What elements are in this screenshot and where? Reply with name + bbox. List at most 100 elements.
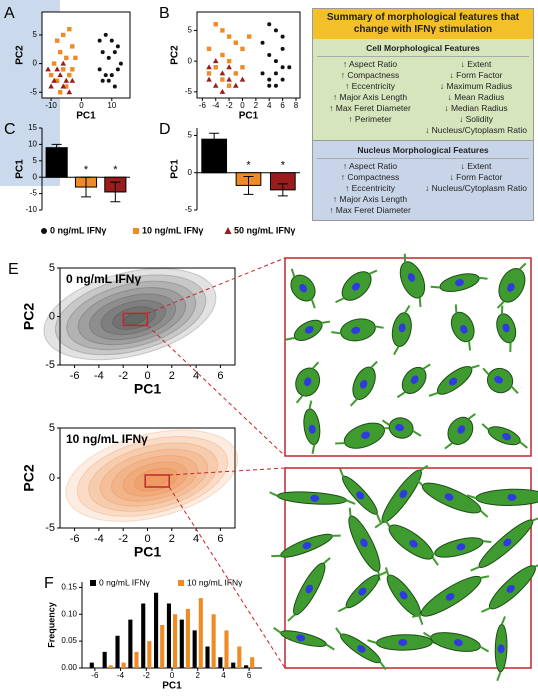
legend-marker — [225, 227, 232, 234]
bar — [90, 663, 94, 668]
feature: ↑ Eccentricity — [317, 183, 423, 194]
y-tick-label: -5 — [185, 87, 193, 96]
point — [107, 79, 111, 83]
bar — [231, 663, 235, 668]
legend-label: 0 ng/mL IFNγ — [50, 225, 106, 235]
y-tick-label: 0 — [33, 59, 38, 68]
point — [67, 73, 71, 77]
x-tick-label: 4 — [193, 370, 199, 382]
x-axis-label: PC1 — [76, 111, 96, 122]
bar — [186, 609, 190, 668]
y-tick-label: -5 — [185, 205, 193, 214]
x-tick-label: -4 — [117, 671, 125, 680]
x-tick-label: 6 — [247, 671, 252, 680]
x-tick-label: -4 — [94, 370, 104, 382]
y-axis-label: Frequency — [46, 602, 56, 648]
point — [220, 77, 224, 81]
point — [267, 84, 271, 88]
feature: ↑ Max Feret Diameter — [317, 205, 423, 216]
point — [73, 56, 77, 60]
x-tick-label: -6 — [199, 101, 207, 110]
feature: ↓ Mean Radius — [423, 92, 529, 103]
section-title: Nucleus Morphological Features — [317, 143, 529, 159]
point — [61, 33, 65, 37]
panel-label: B — [159, 5, 170, 22]
bar — [173, 614, 177, 668]
feature: ↓ Nucleus/Cytoplasm Ratio — [423, 183, 529, 194]
point — [240, 65, 244, 69]
x-tick-label: 2 — [169, 533, 175, 545]
x-tick-label: 0 — [240, 101, 245, 110]
summary-table: Summary of morphological features that c… — [312, 8, 534, 221]
point — [281, 78, 285, 82]
y-tick-label: 5 — [33, 156, 38, 165]
bar — [147, 641, 151, 668]
legend-swatch — [90, 580, 96, 586]
y-tick-label: 5 — [188, 26, 193, 35]
point — [70, 67, 74, 71]
point — [58, 50, 62, 54]
feature: ↑ Compactness — [317, 70, 423, 81]
point — [104, 33, 108, 37]
feature: ↑ Perimeter — [317, 114, 423, 125]
point — [220, 28, 224, 32]
x-tick-label: 2 — [254, 101, 259, 110]
decrease-column: ↓ Extent↓ Form Factor↓ Maximum Radius↓ M… — [423, 59, 529, 136]
bar — [199, 598, 203, 668]
point — [116, 67, 120, 71]
point — [67, 27, 71, 31]
x-tick-label: 6 — [217, 370, 223, 382]
x-tick-label: -4 — [212, 101, 220, 110]
point — [207, 47, 211, 51]
point — [281, 35, 285, 39]
point — [220, 53, 224, 57]
feature: ↑ Major Axis Length — [317, 92, 423, 103]
x-tick-label: -6 — [91, 671, 99, 680]
columns: ↑ Aspect Ratio↑ Compactness↑ Eccentricit… — [317, 161, 529, 216]
feature: ↓ Extent — [423, 161, 529, 172]
panel-label: F — [44, 575, 54, 592]
y-tick-label: 0 — [33, 172, 38, 181]
point — [261, 71, 265, 75]
legend-label: 10 ng/mL IFNγ — [187, 577, 243, 587]
y-tick-label: 5 — [188, 131, 193, 140]
bar — [244, 665, 248, 668]
plot-title: 10 ng/mL IFNγ — [66, 432, 148, 446]
plot-frame — [42, 12, 130, 98]
point — [227, 84, 231, 88]
point — [227, 59, 231, 63]
feature: ↑ Max Feret Diameter — [317, 103, 423, 114]
point — [287, 65, 291, 69]
point — [274, 71, 278, 75]
significance: * — [281, 160, 286, 172]
y-tick-label: 10 — [28, 140, 37, 149]
bar — [224, 630, 228, 668]
point — [58, 90, 62, 94]
y-tick-label: 5 — [33, 30, 38, 39]
y-axis-label: PC2 — [15, 45, 26, 65]
point — [267, 78, 271, 82]
x-tick-label: 4 — [221, 671, 226, 680]
y-tick-label: 0 — [188, 168, 193, 177]
legend-label: 0 ng/mL IFNγ — [99, 577, 150, 587]
y-axis-label: PC2 — [21, 464, 37, 491]
feature: ↓ Extent — [423, 59, 529, 70]
point — [261, 41, 265, 45]
bar — [46, 148, 67, 178]
x-tick-label: -2 — [143, 671, 151, 680]
x-tick-label: 8 — [294, 101, 299, 110]
x-tick-label: -6 — [70, 370, 80, 382]
y-tick-label: -5 — [30, 87, 38, 96]
bar — [154, 593, 158, 668]
x-tick-label: -2 — [118, 533, 128, 545]
x-tick-label: -2 — [226, 101, 234, 110]
feature: ↓ Form Factor — [423, 70, 529, 81]
y-tick-label: -10 — [25, 205, 37, 214]
point — [227, 34, 231, 38]
x-tick-label: 10 — [107, 101, 116, 110]
bar — [128, 620, 132, 668]
x-tick-label: 4 — [267, 101, 272, 110]
bar — [160, 625, 164, 668]
point — [101, 79, 105, 83]
bar — [122, 663, 126, 668]
